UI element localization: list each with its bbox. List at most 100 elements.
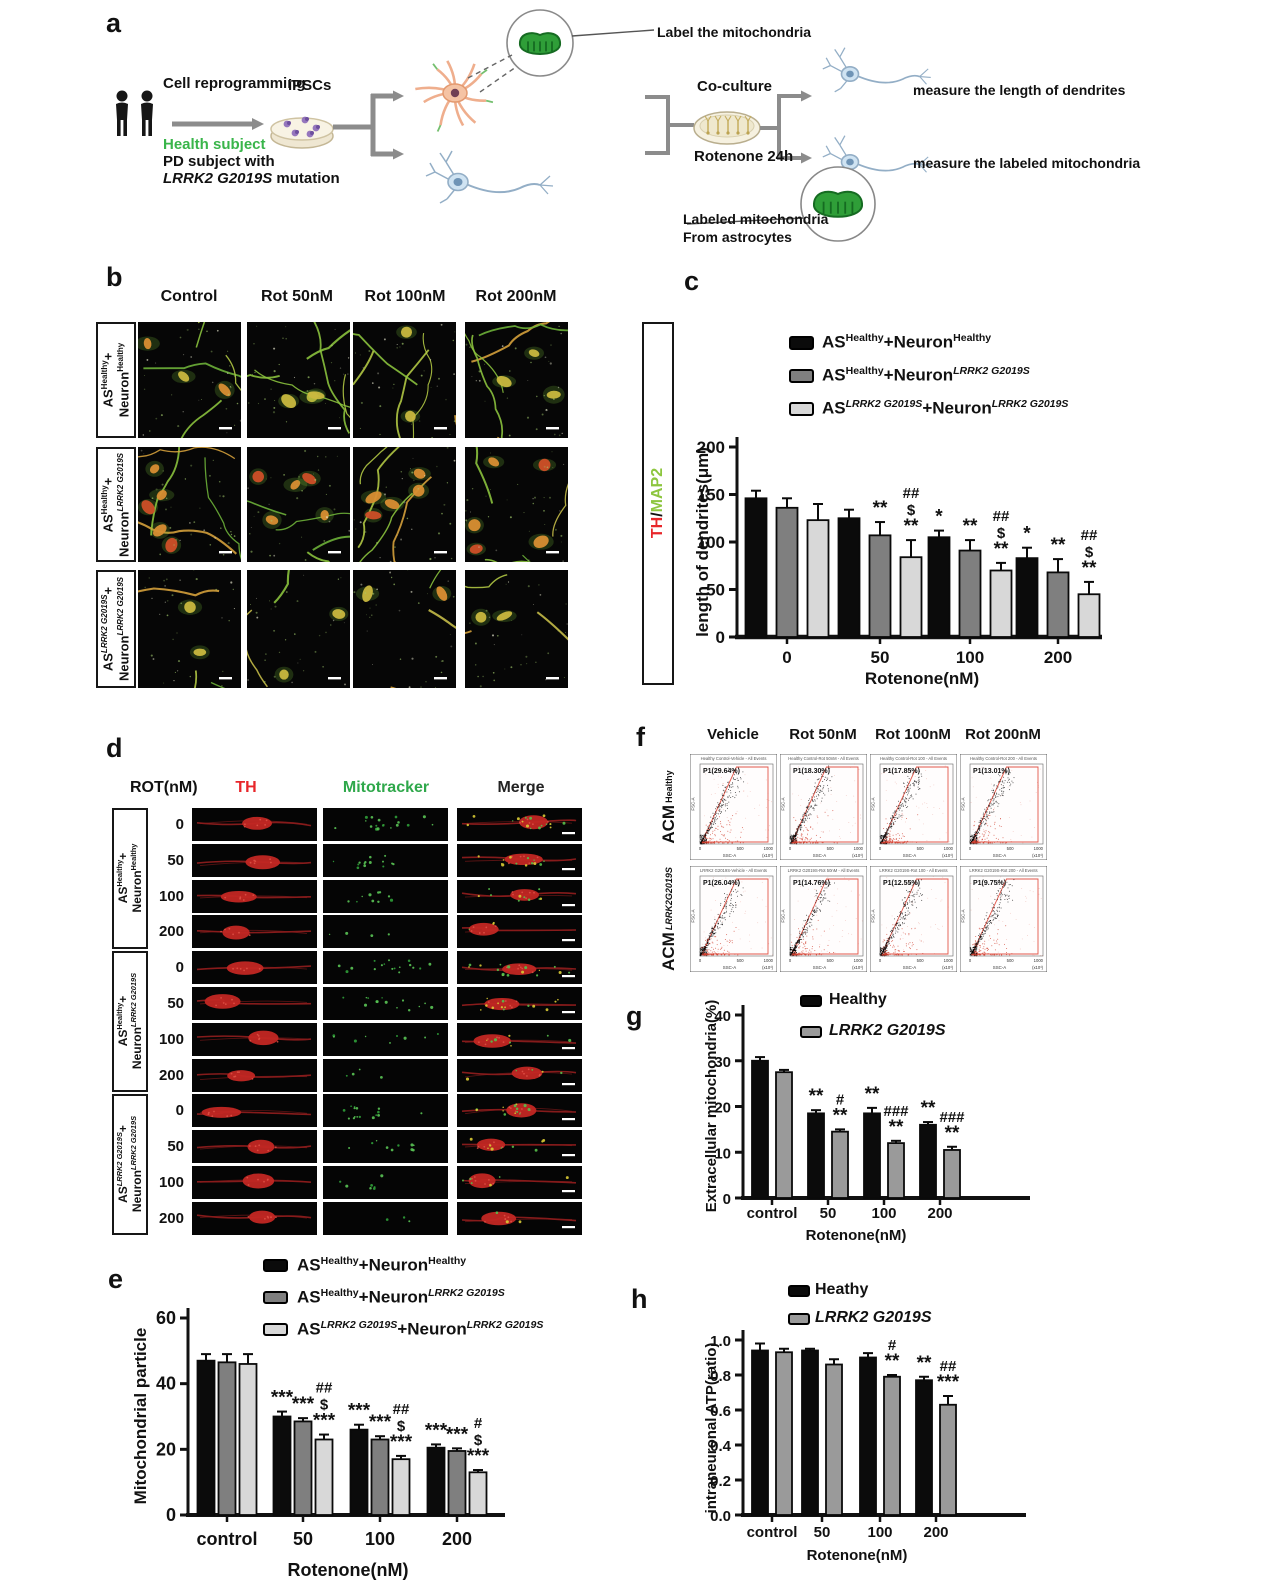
svg-text: (x10³)	[852, 965, 864, 970]
legend-label: Heathy	[815, 1281, 869, 1298]
bar	[744, 497, 768, 638]
svg-text: 50	[871, 648, 890, 667]
svg-text: Rotenone(nM)	[806, 1227, 907, 1244]
bar	[1046, 571, 1070, 638]
bar	[989, 569, 1013, 638]
svg-text: Rotenone(nM)	[807, 1547, 908, 1564]
svg-text: 100	[956, 648, 984, 667]
svg-text: 200	[1044, 648, 1072, 667]
svg-text: P1(9.75%)	[973, 880, 1006, 887]
svg-text: *	[935, 507, 943, 528]
svg-text: Healthy Control-Rot 50nM - All Events	[788, 756, 859, 761]
panel-label-h: h	[631, 1284, 648, 1314]
svg-text: 100	[871, 1205, 896, 1222]
f-col-header-Vehicle: Vehicle	[707, 726, 759, 743]
svg-text: control	[747, 1205, 798, 1222]
flow-plot: Healthy Control-Vehicle - All Events P1(2…	[690, 754, 777, 860]
svg-text: 1000	[944, 958, 954, 963]
bar	[868, 534, 892, 638]
d-col-header-TH: TH	[235, 779, 257, 796]
panel-label-g: g	[626, 1001, 643, 1031]
micrograph-tile	[457, 808, 582, 841]
rotenone-24h-label: Rotenone 24h	[694, 148, 794, 165]
flow-plot: LRRK2 G2019S-Vehicle - All Events P1(26.0…	[690, 866, 777, 972]
svg-text: 1.0	[710, 1333, 731, 1350]
micrograph-tile	[323, 987, 448, 1020]
micrograph-tile	[192, 1166, 317, 1199]
svg-text: Healthy Control-Vehicle - All Events	[701, 756, 767, 761]
svg-text: ***	[467, 1446, 490, 1467]
svg-text: SSC-A	[903, 965, 916, 970]
panel-label-e: e	[108, 1264, 124, 1294]
micrograph-tile	[192, 1023, 317, 1056]
svg-text: Extracellular mitochondria(%)	[703, 1000, 720, 1213]
svg-text: 500	[1007, 958, 1015, 963]
bar	[859, 1356, 877, 1516]
legend-swatch	[789, 369, 814, 383]
svg-text: (x10³)	[852, 853, 864, 858]
lrrk2-mutation-label: LRRK2 G2019S mutation	[163, 170, 340, 187]
svg-text: 0	[879, 958, 882, 963]
svg-text: 50	[814, 1524, 831, 1541]
svg-text: 200	[442, 1529, 472, 1549]
bar	[939, 1403, 957, 1516]
svg-text: FSC-A	[691, 909, 696, 922]
legend-swatch	[800, 1026, 822, 1038]
th-label: TH	[649, 516, 667, 539]
svg-text: P1(14.76%)	[793, 880, 830, 887]
micrograph-tile	[323, 1059, 448, 1092]
svg-text: 500	[737, 958, 745, 963]
micrograph-tile	[465, 447, 568, 562]
d-dose-label: 0	[175, 959, 184, 976]
svg-text: #	[836, 1091, 845, 1108]
measure-labeled-mito-label: measure the labeled mitochondria	[913, 155, 1141, 171]
bar	[468, 1471, 488, 1516]
bar	[349, 1428, 369, 1516]
bar	[807, 1112, 825, 1199]
svg-text: FSC-A	[961, 797, 966, 810]
svg-text: 0	[879, 846, 882, 851]
svg-text: P1(17.85%)	[883, 768, 920, 775]
micrograph-tile	[457, 951, 582, 984]
svg-text: **	[921, 1098, 936, 1119]
svg-text: 50	[293, 1529, 313, 1549]
micrograph-tile	[353, 570, 456, 688]
d-dose-label: 0	[175, 1102, 184, 1119]
svg-text: ###	[883, 1103, 909, 1120]
svg-text: 500	[917, 958, 925, 963]
svg-text: FSC-A	[871, 797, 876, 810]
svg-text: 1000	[764, 958, 774, 963]
bar	[883, 1375, 901, 1516]
svg-text: **	[904, 516, 919, 537]
svg-text: 0.6	[710, 1403, 731, 1420]
b-row-label: ASHealthy+ NeuronLRRK2 G2019S	[100, 452, 132, 557]
d-dose-label: 50	[167, 1138, 184, 1155]
svg-text: 1000	[764, 846, 774, 851]
svg-text: ***	[425, 1420, 448, 1441]
svg-text: FSC-A	[781, 797, 786, 810]
svg-text: LRRK2 G2019S-Vehicle - All Events	[700, 868, 767, 873]
flow-plot: Healthy Control-Rot 50nM - All Events P1(…	[780, 754, 867, 860]
svg-text: 1000	[1034, 846, 1044, 851]
micrograph-tile	[192, 951, 317, 984]
bar	[217, 1361, 237, 1516]
svg-text: (x10³)	[1032, 965, 1044, 970]
svg-text: ##	[1081, 527, 1098, 544]
svg-text: SSC-A	[723, 965, 736, 970]
micrograph-tile	[323, 1130, 448, 1163]
svg-text: 500	[917, 846, 925, 851]
svg-text: #	[474, 1415, 483, 1432]
legend-swatch	[263, 1259, 288, 1272]
micrograph-tile	[457, 1166, 582, 1199]
micrograph-tile	[247, 447, 350, 562]
d-group-label-box	[112, 808, 148, 949]
label-mitochondria-label: Label the mitochondria	[657, 24, 812, 40]
micrograph-tile	[457, 844, 582, 877]
from-astrocytes-label: From astrocytes	[683, 229, 792, 245]
ipscs-label: iPSCs	[288, 77, 332, 94]
svg-text: ##	[316, 1380, 333, 1397]
micrograph-tile	[247, 570, 350, 688]
svg-text: 30	[714, 1054, 731, 1071]
d-dose-label: 200	[158, 1210, 184, 1227]
